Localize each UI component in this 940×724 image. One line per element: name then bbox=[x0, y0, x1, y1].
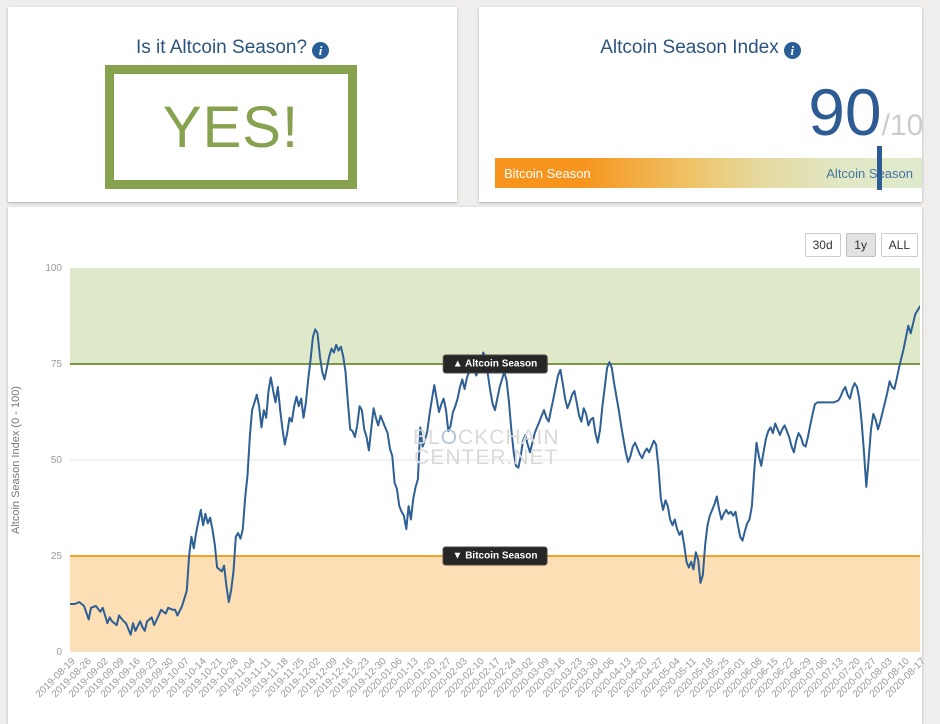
index-line-series bbox=[70, 305, 920, 636]
info-icon[interactable]: i bbox=[312, 42, 330, 59]
y-tick-label-75: 75 bbox=[50, 359, 62, 370]
index-marker bbox=[877, 146, 882, 190]
bitcoin-season-label: Bitcoin Season bbox=[504, 165, 591, 181]
season-gradient-bar: Bitcoin Season Altcoin Season bbox=[495, 158, 922, 188]
index-number: 90/100 bbox=[808, 79, 922, 145]
range-button-all[interactable]: ALL bbox=[880, 233, 918, 257]
range-button-group: 30d 1y ALL bbox=[804, 233, 918, 257]
info-icon[interactable]: i bbox=[783, 42, 801, 59]
bitcoin-season-threshold-pill: ▼ Bitcoin Season bbox=[442, 546, 548, 566]
chart-plot-area[interactable] bbox=[70, 268, 920, 652]
index-max: /100 bbox=[881, 109, 922, 142]
answer-text: YES! bbox=[162, 94, 300, 160]
y-tick-label-100: 100 bbox=[45, 263, 62, 274]
band-altcoin-season bbox=[70, 268, 920, 364]
y-tick-label-25: 25 bbox=[50, 551, 62, 562]
card-title: Is it Altcoin Season? i bbox=[8, 37, 457, 59]
altcoin-season-label: Altcoin Season bbox=[826, 165, 913, 181]
range-button-1y[interactable]: 1y bbox=[845, 233, 876, 257]
band-bitcoin-season bbox=[70, 556, 920, 652]
question-title: Is it Altcoin Season? bbox=[135, 37, 308, 58]
altcoin-season-threshold-pill: ▲ Altcoin Season bbox=[442, 354, 548, 374]
index-value: 90 bbox=[808, 75, 882, 149]
card-title: Altcoin Season Index i bbox=[479, 37, 922, 59]
y-tick-label-0: 0 bbox=[56, 647, 62, 658]
altcoin-season-question-card: Is it Altcoin Season? i YES! bbox=[8, 7, 457, 202]
index-title: Altcoin Season Index bbox=[600, 37, 779, 58]
altcoin-season-index-chart bbox=[70, 268, 920, 652]
range-button-30d[interactable]: 30d bbox=[804, 233, 841, 257]
y-tick-label-50: 50 bbox=[50, 455, 62, 466]
watermark: BLOCKCHAIN CENTER.NET bbox=[413, 426, 560, 469]
chart-card: 30d 1y ALL Altcoin Season Index (0 - 100) … bbox=[8, 207, 928, 724]
answer-box: YES! bbox=[105, 65, 357, 189]
watermark-logo-o: O bbox=[440, 426, 459, 449]
